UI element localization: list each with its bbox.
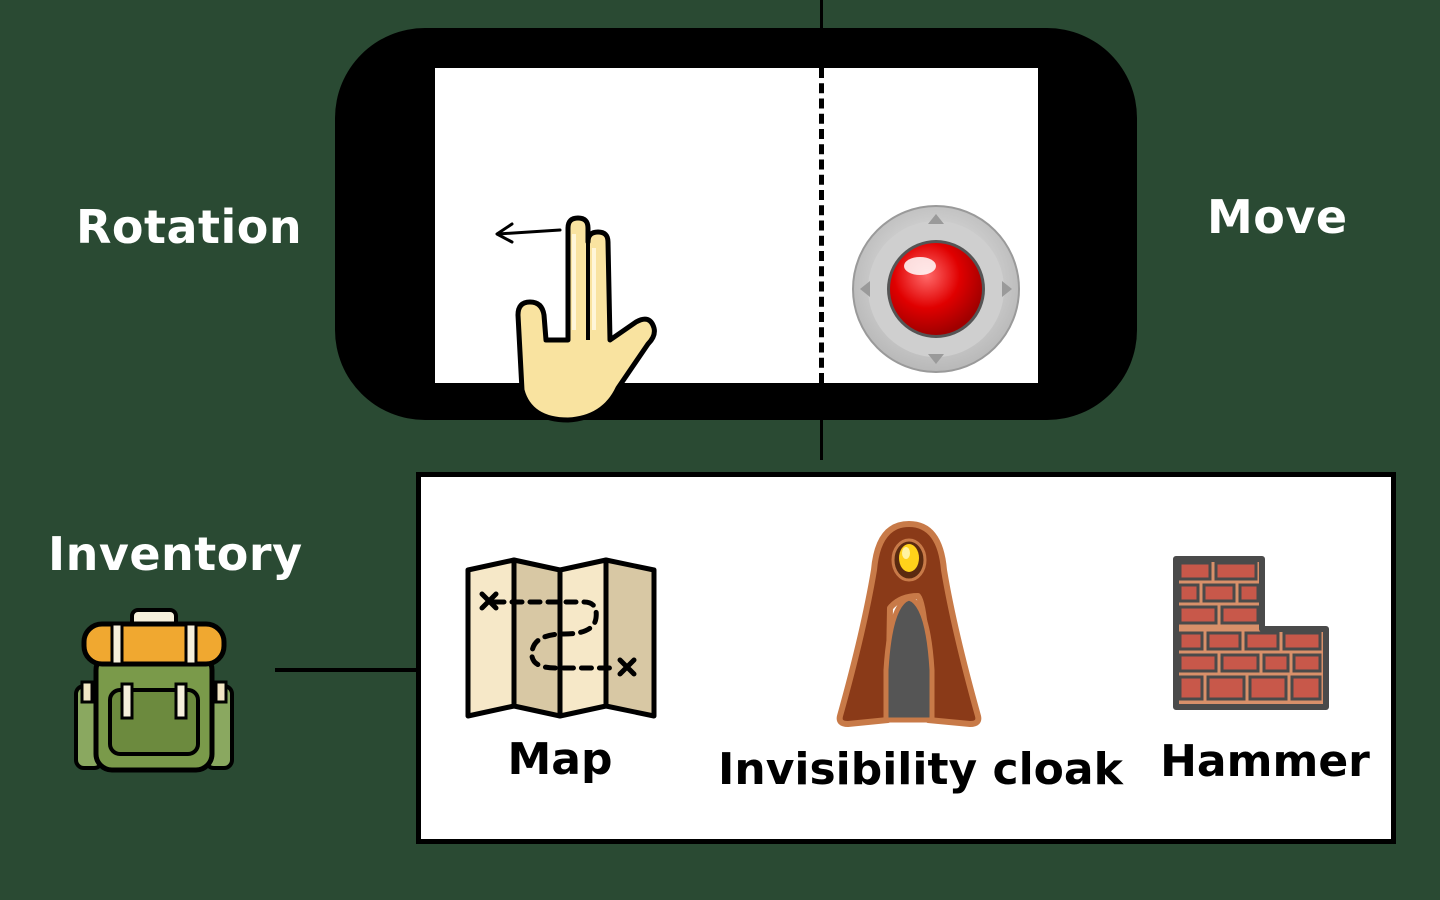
move-label: Move [1207, 190, 1348, 244]
cloak-icon[interactable] [834, 520, 984, 734]
inventory-connector [275, 668, 417, 672]
virtual-joystick-icon[interactable] [850, 204, 1022, 374]
two-finger-swipe-hand-icon [495, 215, 657, 423]
rotation-label: Rotation [76, 200, 303, 254]
map-label: Map [507, 734, 613, 785]
invisibility-cloak-label: Invisibility cloak [718, 744, 1123, 795]
hammer-label: Hammer [1160, 736, 1370, 787]
backpack-icon [74, 608, 234, 773]
brick-wall-icon[interactable] [1170, 553, 1334, 715]
screen-dashed-divider [819, 68, 824, 383]
inventory-label: Inventory [48, 527, 303, 581]
treasure-map-icon[interactable] [464, 556, 658, 720]
